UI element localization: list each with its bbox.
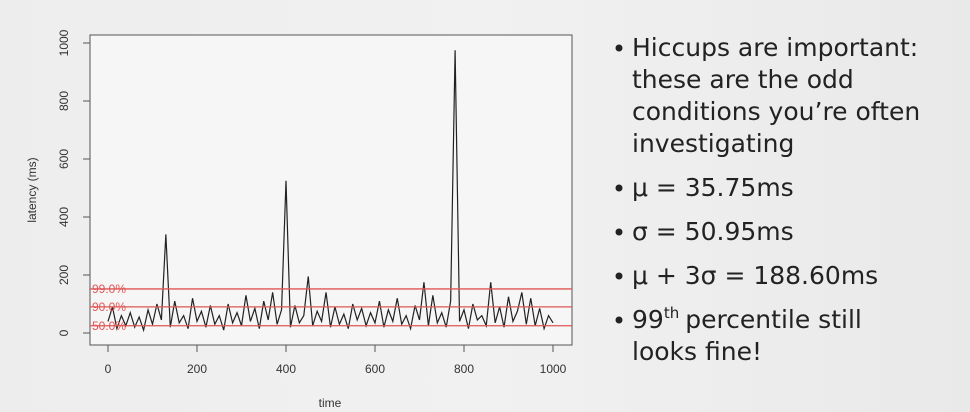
bullet-text: 99th percentile still xyxy=(632,304,862,334)
bullet-dot xyxy=(615,272,623,280)
bullet-text: μ + 3σ = 188.60ms xyxy=(632,261,878,290)
bullet-text: μ = 35.75ms xyxy=(632,173,794,202)
y-tick-label: 0 xyxy=(57,329,71,336)
y-tick-label: 800 xyxy=(57,91,71,111)
bullet-text: σ = 50.95ms xyxy=(632,217,794,246)
bullet-text: conditions you’re often xyxy=(632,97,920,126)
x-axis-label: time xyxy=(319,396,342,410)
x-tick-label: 400 xyxy=(276,362,296,376)
percentile-label: 99.0% xyxy=(92,282,126,296)
x-tick-label: 1000 xyxy=(540,362,567,376)
x-tick-label: 0 xyxy=(105,362,112,376)
y-axis-label: latency (ms) xyxy=(25,157,39,222)
bullet-superscript: th xyxy=(664,304,679,322)
bullet-text-part: percentile still xyxy=(685,305,862,334)
x-tick-label: 600 xyxy=(365,362,385,376)
x-tick-label: 800 xyxy=(454,362,474,376)
percentile-label: 90.0% xyxy=(92,300,126,314)
bullet-dot xyxy=(615,316,623,324)
bullet-dot xyxy=(615,44,623,52)
y-tick-label: 400 xyxy=(57,207,71,227)
y-tick-label: 600 xyxy=(57,149,71,169)
y-tick-label: 1000 xyxy=(57,29,71,56)
bullet-text: Hiccups are important: xyxy=(632,33,918,62)
bullet-text: these are the odd xyxy=(632,65,854,94)
bullet-text: looks fine! xyxy=(632,337,762,366)
bullet-number: 99 xyxy=(632,305,664,334)
series-line xyxy=(107,50,554,333)
bullet-text: investigating xyxy=(632,129,794,158)
y-tick-label: 200 xyxy=(57,265,71,285)
bullet-dot xyxy=(615,228,623,236)
bullet-dot xyxy=(615,184,623,192)
x-tick-label: 200 xyxy=(187,362,207,376)
percentile-label: 50.0% xyxy=(92,319,126,333)
